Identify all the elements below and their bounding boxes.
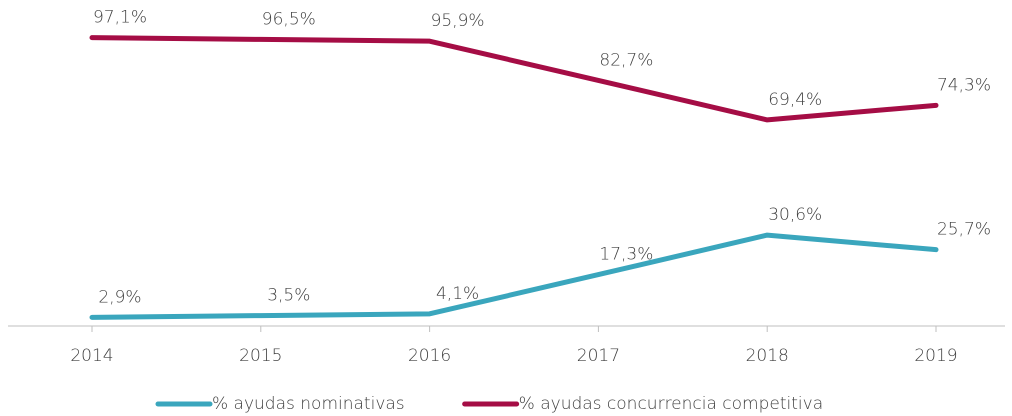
series-line: [89, 35, 939, 123]
x-tick-label: 2018: [746, 346, 789, 366]
x-tick-label: 2019: [914, 346, 957, 366]
data-label: 96,5%: [262, 9, 316, 29]
data-label: 3,5%: [267, 286, 310, 306]
x-tick-label: 2014: [70, 346, 113, 366]
series-line: [89, 232, 939, 320]
legend-label: % ayudas concurrencia competitiva: [519, 394, 823, 414]
x-tick-label: 2017: [577, 346, 620, 366]
data-label: 82,7%: [599, 50, 653, 70]
data-label: 25,7%: [937, 220, 991, 240]
data-label: 95,9%: [431, 11, 485, 31]
x-tick-label: 2015: [239, 346, 282, 366]
data-label: 74,3%: [937, 75, 991, 95]
data-label: 2,9%: [98, 287, 141, 307]
data-label: 69,4%: [768, 90, 822, 110]
data-label: 17,3%: [599, 245, 653, 265]
x-tick-label: 2016: [408, 346, 451, 366]
data-label: 97,1%: [93, 8, 147, 28]
data-label: 4,1%: [436, 284, 479, 304]
data-label: 30,6%: [768, 205, 822, 225]
legend-label: % ayudas nominativas: [212, 394, 405, 414]
